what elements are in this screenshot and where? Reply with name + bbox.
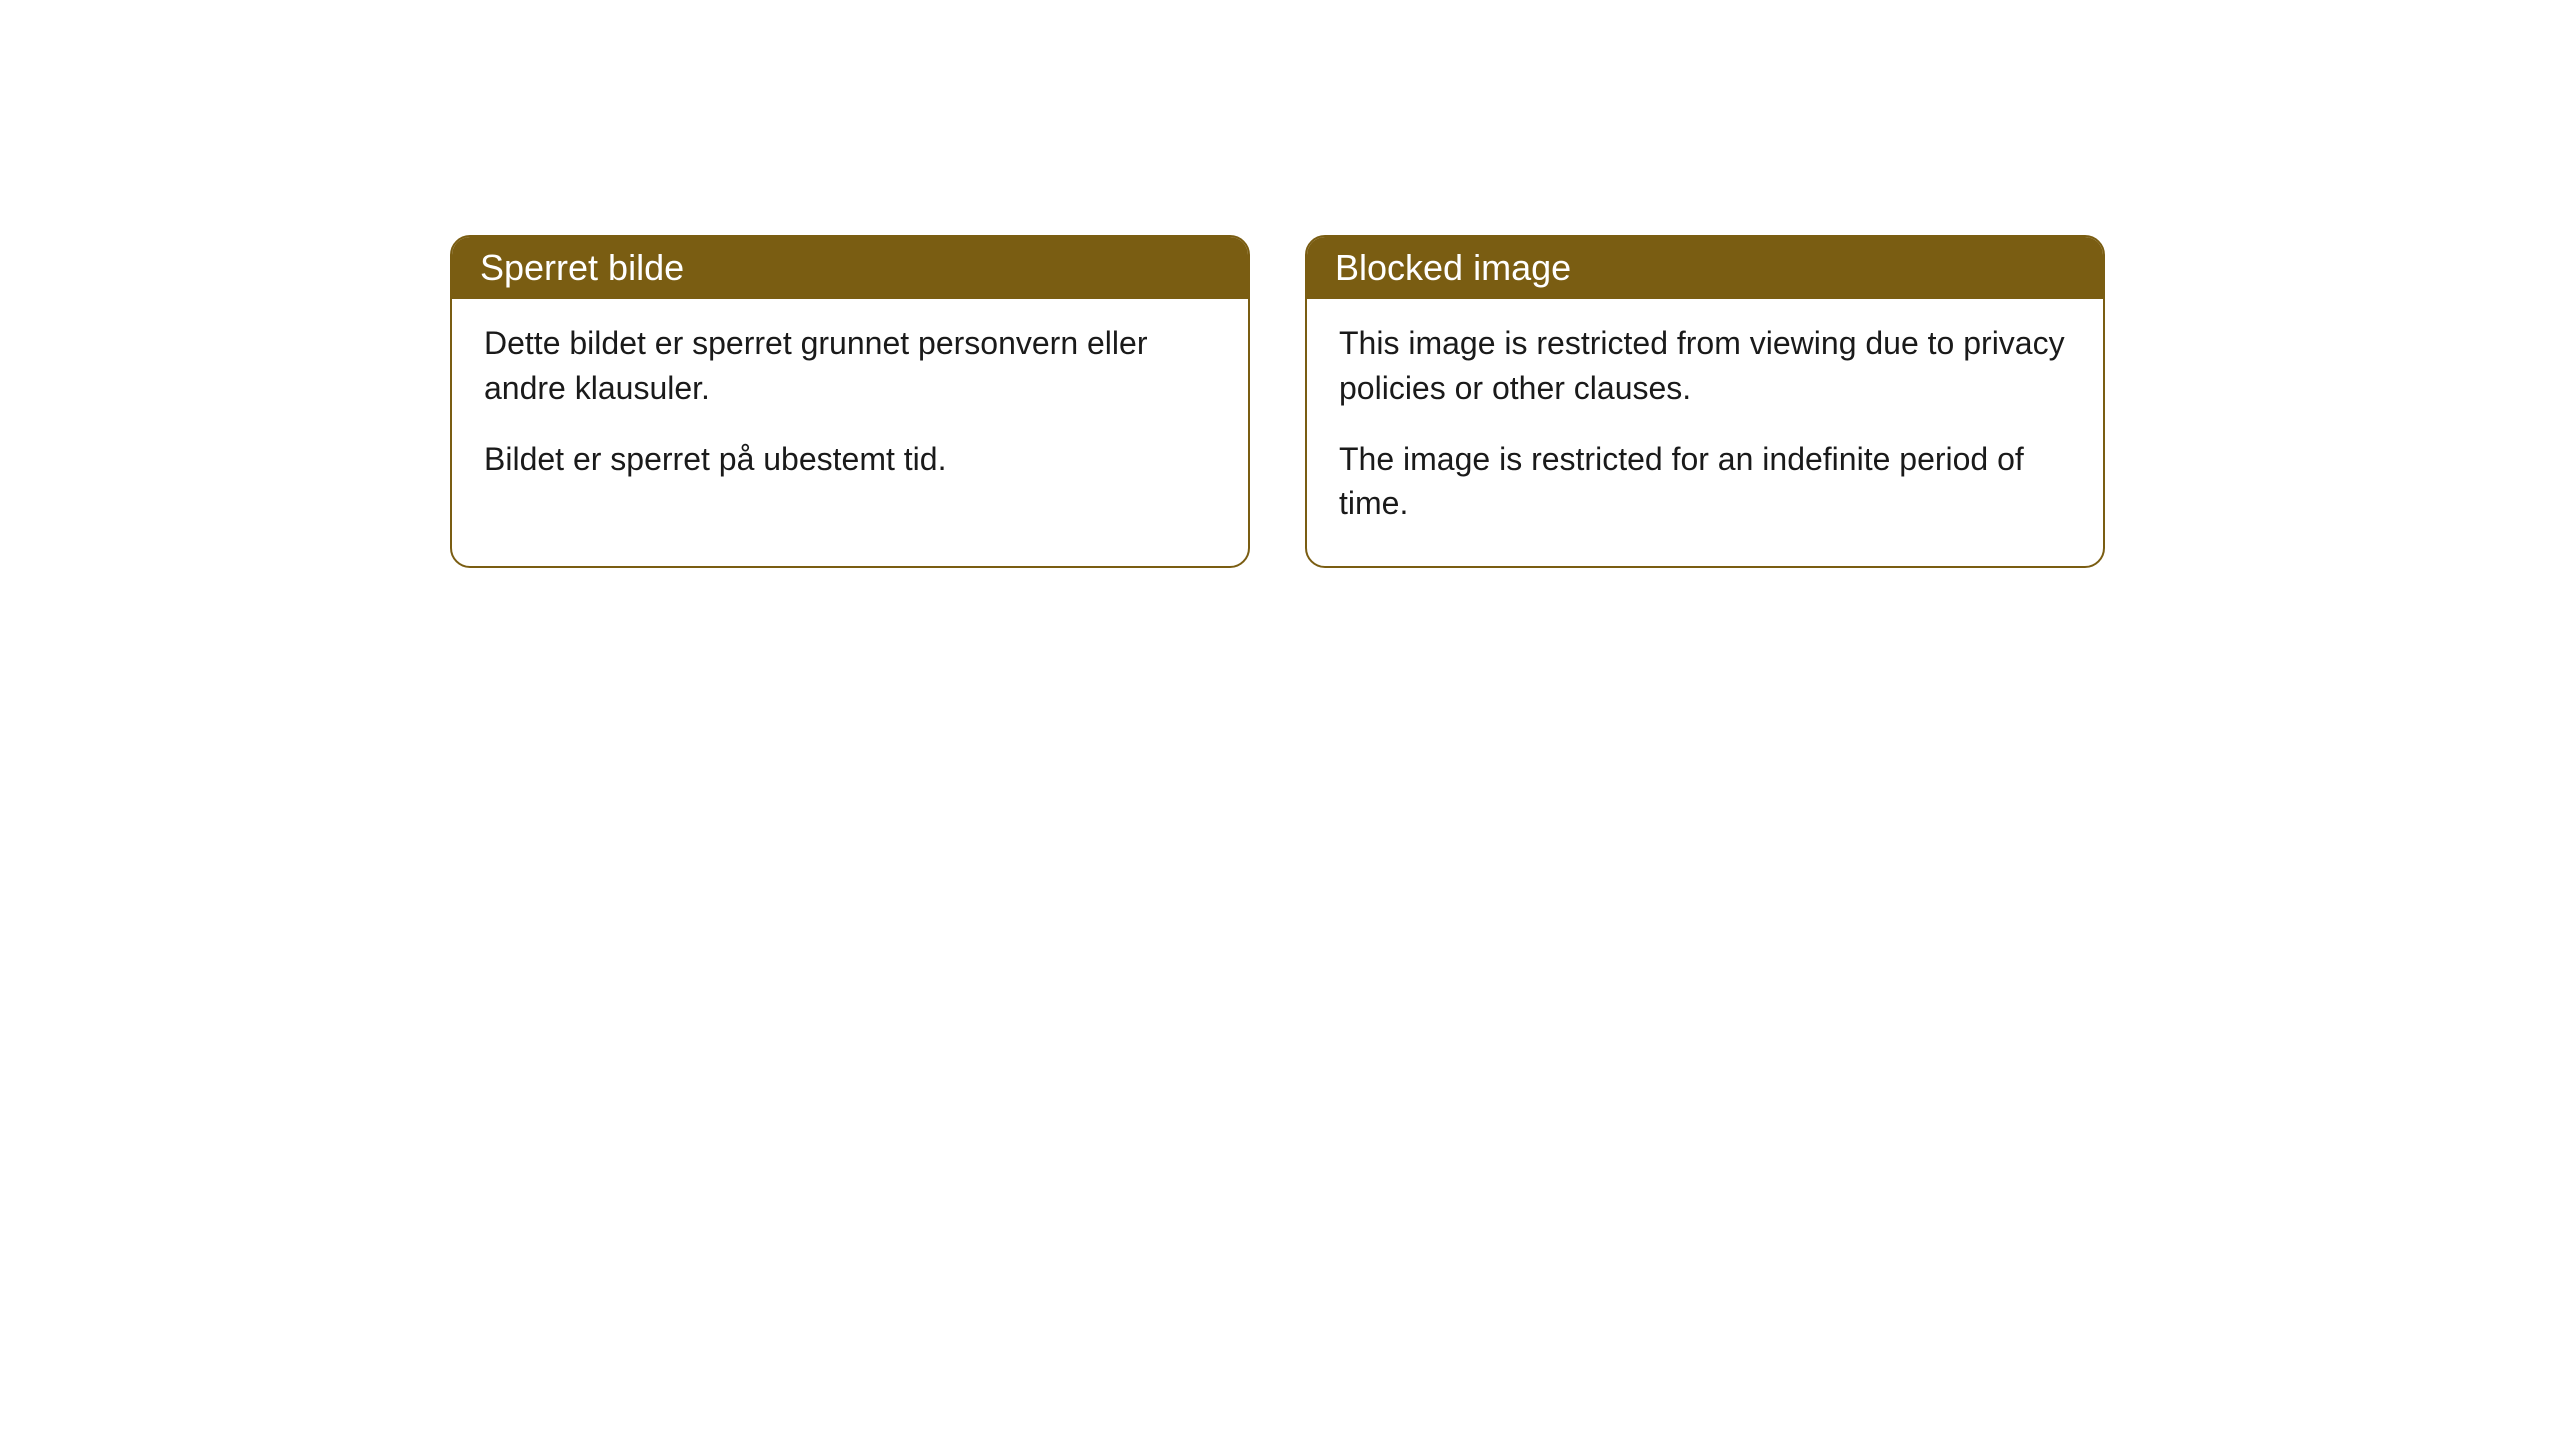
notice-card-english: Blocked image This image is restricted f… xyxy=(1305,235,2105,568)
card-paragraph: The image is restricted for an indefinit… xyxy=(1339,437,2071,527)
notice-cards-container: Sperret bilde Dette bildet er sperret gr… xyxy=(450,235,2105,568)
card-body: This image is restricted from viewing du… xyxy=(1307,299,2103,566)
card-body: Dette bildet er sperret grunnet personve… xyxy=(452,299,1248,521)
notice-card-norwegian: Sperret bilde Dette bildet er sperret gr… xyxy=(450,235,1250,568)
card-title: Blocked image xyxy=(1335,247,1571,288)
card-title: Sperret bilde xyxy=(480,247,684,288)
card-header: Blocked image xyxy=(1307,237,2103,299)
card-paragraph: This image is restricted from viewing du… xyxy=(1339,321,2071,411)
card-paragraph: Bildet er sperret på ubestemt tid. xyxy=(484,437,1216,482)
card-header: Sperret bilde xyxy=(452,237,1248,299)
card-paragraph: Dette bildet er sperret grunnet personve… xyxy=(484,321,1216,411)
